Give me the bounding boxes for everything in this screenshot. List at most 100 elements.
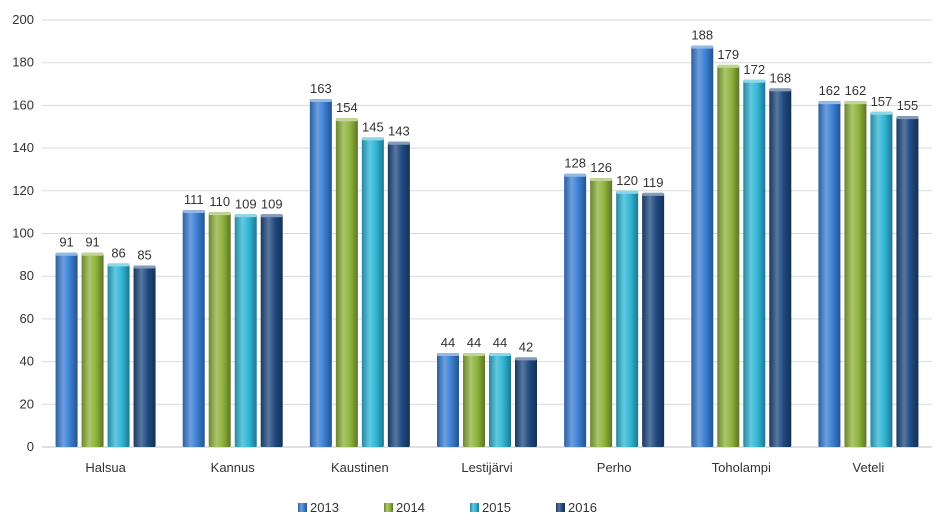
data-label: 85 [137,248,151,263]
x-tick-label: Kaustinen [331,460,389,475]
y-tick-label: 0 [27,439,34,454]
bar-2014-Toholampi [717,64,740,448]
legend-label: 2015 [482,500,511,515]
bar-2016-Lestijärvi [515,357,537,447]
data-label: 143 [388,124,410,139]
bar-2016-Kaustinen [387,141,410,447]
bar-2015-Kaustinen [361,137,384,448]
data-label: 109 [261,196,283,211]
data-label: 86 [111,245,125,260]
y-tick-label: 200 [12,12,34,27]
y-tick-label: 60 [20,311,34,326]
data-label: 44 [467,335,481,350]
data-label: 157 [871,94,893,109]
data-label: 109 [235,196,257,211]
axes: 0 20 40 60 80 100 120 140 160 180 200 Halsua Kannus K… [12,12,932,475]
data-label: 145 [362,119,384,134]
bar-top-highlight [335,118,358,122]
data-label: 111 [184,192,204,207]
data-label: 162 [845,83,867,98]
bar-top-highlight [309,98,332,102]
bar-2014-Lestijärvi [463,353,485,447]
legend-swatch [470,503,479,512]
data-label: 179 [717,47,739,62]
bar-top-highlight [743,79,766,83]
bar-2014-Veteli [844,101,867,447]
bar-2013-Kannus [182,210,205,447]
bar-top-highlight [182,210,205,214]
data-label: 44 [441,335,455,350]
legend-label: 2014 [396,500,425,515]
bar-top-highlight [896,116,919,120]
bar-2013-Perho [564,173,587,447]
x-tick-label: Kannus [211,460,256,475]
legend-swatch [298,503,307,512]
legend-label: 2016 [568,500,597,515]
data-label: 155 [897,98,919,113]
x-tick-label: Veteli [853,460,885,475]
data-label: 91 [59,235,73,250]
bar-top-highlight [870,111,893,115]
bar-2016-Perho [642,192,665,447]
bar-top-highlight [133,265,156,269]
data-label: 188 [691,28,713,43]
bar-top-highlight [818,101,841,105]
bar-2014-Kannus [208,212,231,447]
bar-top-highlight [55,252,78,256]
data-label: 110 [209,194,230,209]
data-label: 162 [819,83,841,98]
bar-top-highlight [489,353,511,357]
bar-2015-Toholampi [743,79,766,447]
legend-label: 2013 [310,500,339,515]
gridlines [42,19,932,405]
bar-top-highlight [717,64,740,68]
data-label: 168 [769,70,791,85]
bar-2016-Halsua [133,265,156,447]
bar-2015-Veteli [870,111,893,448]
y-tick-label: 80 [20,268,34,283]
bar-2015-Halsua [107,263,130,447]
bar-2015-Lestijärvi [489,353,511,447]
bar-2013-Lestijärvi [437,353,459,447]
bar-2015-Kannus [234,214,257,447]
y-tick-label: 20 [20,396,34,411]
bar-2014-Perho [590,177,613,448]
bar-2016-Veteli [896,116,919,447]
bar-top-highlight [691,45,714,49]
bar-2013-Toholampi [691,45,714,448]
x-tick-label: Lestijärvi [461,460,512,475]
data-label: 126 [590,160,612,175]
data-label: 120 [616,173,638,188]
bar-2016-Toholampi [769,88,792,447]
bar-2014-Kaustinen [335,118,358,448]
bar-2013-Veteli [818,101,841,447]
data-label: 44 [493,335,507,350]
y-tick-label: 40 [20,354,34,369]
bar-top-highlight [260,214,283,218]
bar-2015-Perho [616,190,639,448]
bar-top-highlight [208,212,231,216]
bar-top-highlight [387,141,410,145]
bar-2014-Halsua [81,252,104,447]
data-label: 128 [564,156,586,171]
data-label: 154 [336,100,358,115]
y-tick-label: 100 [12,226,34,241]
bar-top-highlight [564,173,587,177]
y-tick-label: 160 [12,97,34,112]
bar-top-highlight [107,263,130,267]
x-tick-label: Halsua [85,460,126,475]
bars [55,45,919,448]
bar-top-highlight [769,88,792,92]
legend-swatch [384,503,393,512]
bar-top-highlight [234,214,257,218]
bar-top-highlight [616,190,639,194]
y-tick-label: 140 [12,140,34,155]
bar-top-highlight [642,192,665,196]
data-label: 163 [310,81,332,96]
data-label: 91 [85,235,99,250]
bar-2013-Kaustinen [309,98,332,448]
y-tick-label: 180 [12,55,34,70]
data-label: 42 [519,339,533,354]
